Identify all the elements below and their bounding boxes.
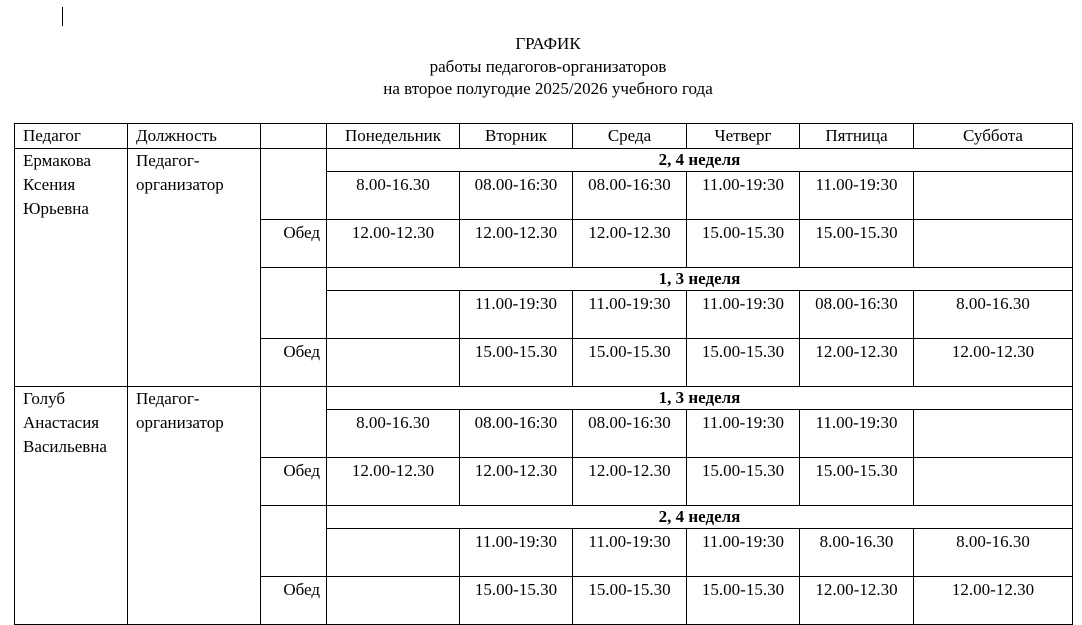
lunch-wednesday: 15.00-15.30 bbox=[572, 576, 687, 625]
work-hours-tuesday: 08.00-16:30 bbox=[459, 171, 573, 220]
lunch-monday bbox=[326, 338, 460, 387]
teacher-name: Голуб Анастасия Васильевна bbox=[14, 386, 128, 625]
lunch-thursday: 15.00-15.30 bbox=[686, 219, 800, 268]
header-monday: Понедельник bbox=[326, 123, 460, 149]
lunch-row: Обед 12.00-12.30 12.00-12.30 12.00-12.30 15.… bbox=[15, 457, 1073, 506]
week-label: 1, 3 неделя bbox=[326, 386, 1073, 410]
header-tuesday: Вторник bbox=[459, 123, 573, 149]
lunch-friday: 15.00-15.30 bbox=[799, 219, 914, 268]
work-hours-thursday: 11.00-19:30 bbox=[686, 528, 800, 577]
lunch-saturday bbox=[913, 219, 1073, 268]
work-hours-row: 11.00-19:30 11.00-19:30 11.00-19:30 08.00-1… bbox=[15, 290, 1073, 339]
lunch-friday: 12.00-12.30 bbox=[799, 576, 914, 625]
lunch-saturday: 12.00-12.30 bbox=[913, 576, 1073, 625]
week-row: Ермакова Ксения Юрьевна Педагог-организат… bbox=[14, 148, 1073, 387]
lunch-monday bbox=[326, 576, 460, 625]
week-label: 2, 4 неделя bbox=[326, 148, 1073, 172]
work-hours-tuesday: 11.00-19:30 bbox=[459, 528, 573, 577]
document-title: ГРАФИК bbox=[515, 34, 581, 53]
work-hours-tuesday: 08.00-16:30 bbox=[459, 409, 573, 458]
label-cell bbox=[260, 505, 327, 577]
week-row: 1, 3 неделя bbox=[15, 267, 1073, 339]
header-friday: Пятница bbox=[799, 123, 914, 149]
lunch-wednesday: 12.00-12.30 bbox=[572, 219, 687, 268]
work-hours-row: 8.00-16.30 08.00-16:30 08.00-16:30 11.00-19… bbox=[15, 409, 1073, 458]
lunch-label: Обед bbox=[260, 338, 327, 387]
work-hours-monday bbox=[326, 290, 460, 339]
week-label: 1, 3 неделя bbox=[326, 267, 1073, 291]
lunch-thursday: 15.00-15.30 bbox=[686, 338, 800, 387]
lunch-wednesday: 12.00-12.30 bbox=[572, 457, 687, 506]
lunch-monday: 12.00-12.30 bbox=[326, 219, 460, 268]
week-row: 2, 4 неделя bbox=[15, 505, 1073, 577]
work-hours-thursday: 11.00-19:30 bbox=[686, 409, 800, 458]
work-hours-monday bbox=[326, 528, 460, 577]
work-hours-monday: 8.00-16.30 bbox=[326, 171, 460, 220]
lunch-label: Обед bbox=[260, 457, 327, 506]
work-hours-friday: 8.00-16.30 bbox=[799, 528, 914, 577]
work-hours-wednesday: 08.00-16:30 bbox=[572, 409, 687, 458]
lunch-thursday: 15.00-15.30 bbox=[686, 457, 800, 506]
label-cell bbox=[260, 386, 327, 458]
work-hours-row: 8.00-16.30 08.00-16:30 08.00-16:30 11.00-19… bbox=[15, 171, 1073, 220]
label-cell bbox=[260, 148, 327, 220]
work-hours-tuesday: 11.00-19:30 bbox=[459, 290, 573, 339]
work-hours-thursday: 11.00-19:30 bbox=[686, 171, 800, 220]
lunch-thursday: 15.00-15.30 bbox=[686, 576, 800, 625]
lunch-saturday bbox=[913, 457, 1073, 506]
lunch-tuesday: 15.00-15.30 bbox=[459, 338, 573, 387]
schedule-table: Педагог Должность Понедельник Вторник Среда Ч… bbox=[14, 123, 1073, 625]
lunch-monday: 12.00-12.30 bbox=[326, 457, 460, 506]
lunch-friday: 15.00-15.30 bbox=[799, 457, 914, 506]
work-hours-saturday: 8.00-16.30 bbox=[913, 290, 1073, 339]
document-subtitle-period: на второе полугодие 2025/2026 учебного г… bbox=[383, 79, 713, 98]
work-hours-wednesday: 08.00-16:30 bbox=[572, 171, 687, 220]
work-hours-saturday bbox=[913, 171, 1073, 220]
work-hours-saturday bbox=[913, 409, 1073, 458]
lunch-tuesday: 12.00-12.30 bbox=[459, 457, 573, 506]
work-hours-thursday: 11.00-19:30 bbox=[686, 290, 800, 339]
teacher-position: Педагог-организатор bbox=[127, 386, 261, 625]
document-subtitle: работы педагогов-организаторов bbox=[429, 57, 667, 76]
work-hours-wednesday: 11.00-19:30 bbox=[572, 528, 687, 577]
header-thursday: Четверг bbox=[686, 123, 800, 149]
header-wednesday: Среда bbox=[572, 123, 687, 149]
work-hours-friday: 08.00-16:30 bbox=[799, 290, 914, 339]
teacher-position: Педагог-организатор bbox=[127, 148, 261, 387]
week-label: 2, 4 неделя bbox=[326, 505, 1073, 529]
teacher-name: Ермакова Ксения Юрьевна bbox=[14, 148, 128, 387]
header-row: Педагог Должность Понедельник Вторник Среда Ч… bbox=[14, 123, 1073, 149]
work-hours-wednesday: 11.00-19:30 bbox=[572, 290, 687, 339]
lunch-row: Обед 12.00-12.30 12.00-12.30 12.00-12.30 15.… bbox=[15, 219, 1073, 268]
work-hours-friday: 11.00-19:30 bbox=[799, 171, 914, 220]
lunch-saturday: 12.00-12.30 bbox=[913, 338, 1073, 387]
lunch-tuesday: 12.00-12.30 bbox=[459, 219, 573, 268]
lunch-tuesday: 15.00-15.30 bbox=[459, 576, 573, 625]
header-teacher: Педагог bbox=[14, 123, 128, 149]
week-row: Голуб Анастасия Васильевна Педагог-органи… bbox=[14, 386, 1073, 625]
label-cell bbox=[260, 267, 327, 339]
work-hours-row: 11.00-19:30 11.00-19:30 11.00-19:30 8.00-16… bbox=[15, 528, 1073, 577]
lunch-label: Обед bbox=[260, 576, 327, 625]
header-blank bbox=[260, 123, 327, 149]
work-hours-saturday: 8.00-16.30 bbox=[913, 528, 1073, 577]
header-position: Должность bbox=[127, 123, 261, 149]
lunch-label: Обед bbox=[260, 219, 327, 268]
text-cursor bbox=[62, 7, 63, 26]
lunch-wednesday: 15.00-15.30 bbox=[572, 338, 687, 387]
work-hours-monday: 8.00-16.30 bbox=[326, 409, 460, 458]
lunch-friday: 12.00-12.30 bbox=[799, 338, 914, 387]
work-hours-friday: 11.00-19:30 bbox=[799, 409, 914, 458]
header-saturday: Суббота bbox=[913, 123, 1073, 149]
